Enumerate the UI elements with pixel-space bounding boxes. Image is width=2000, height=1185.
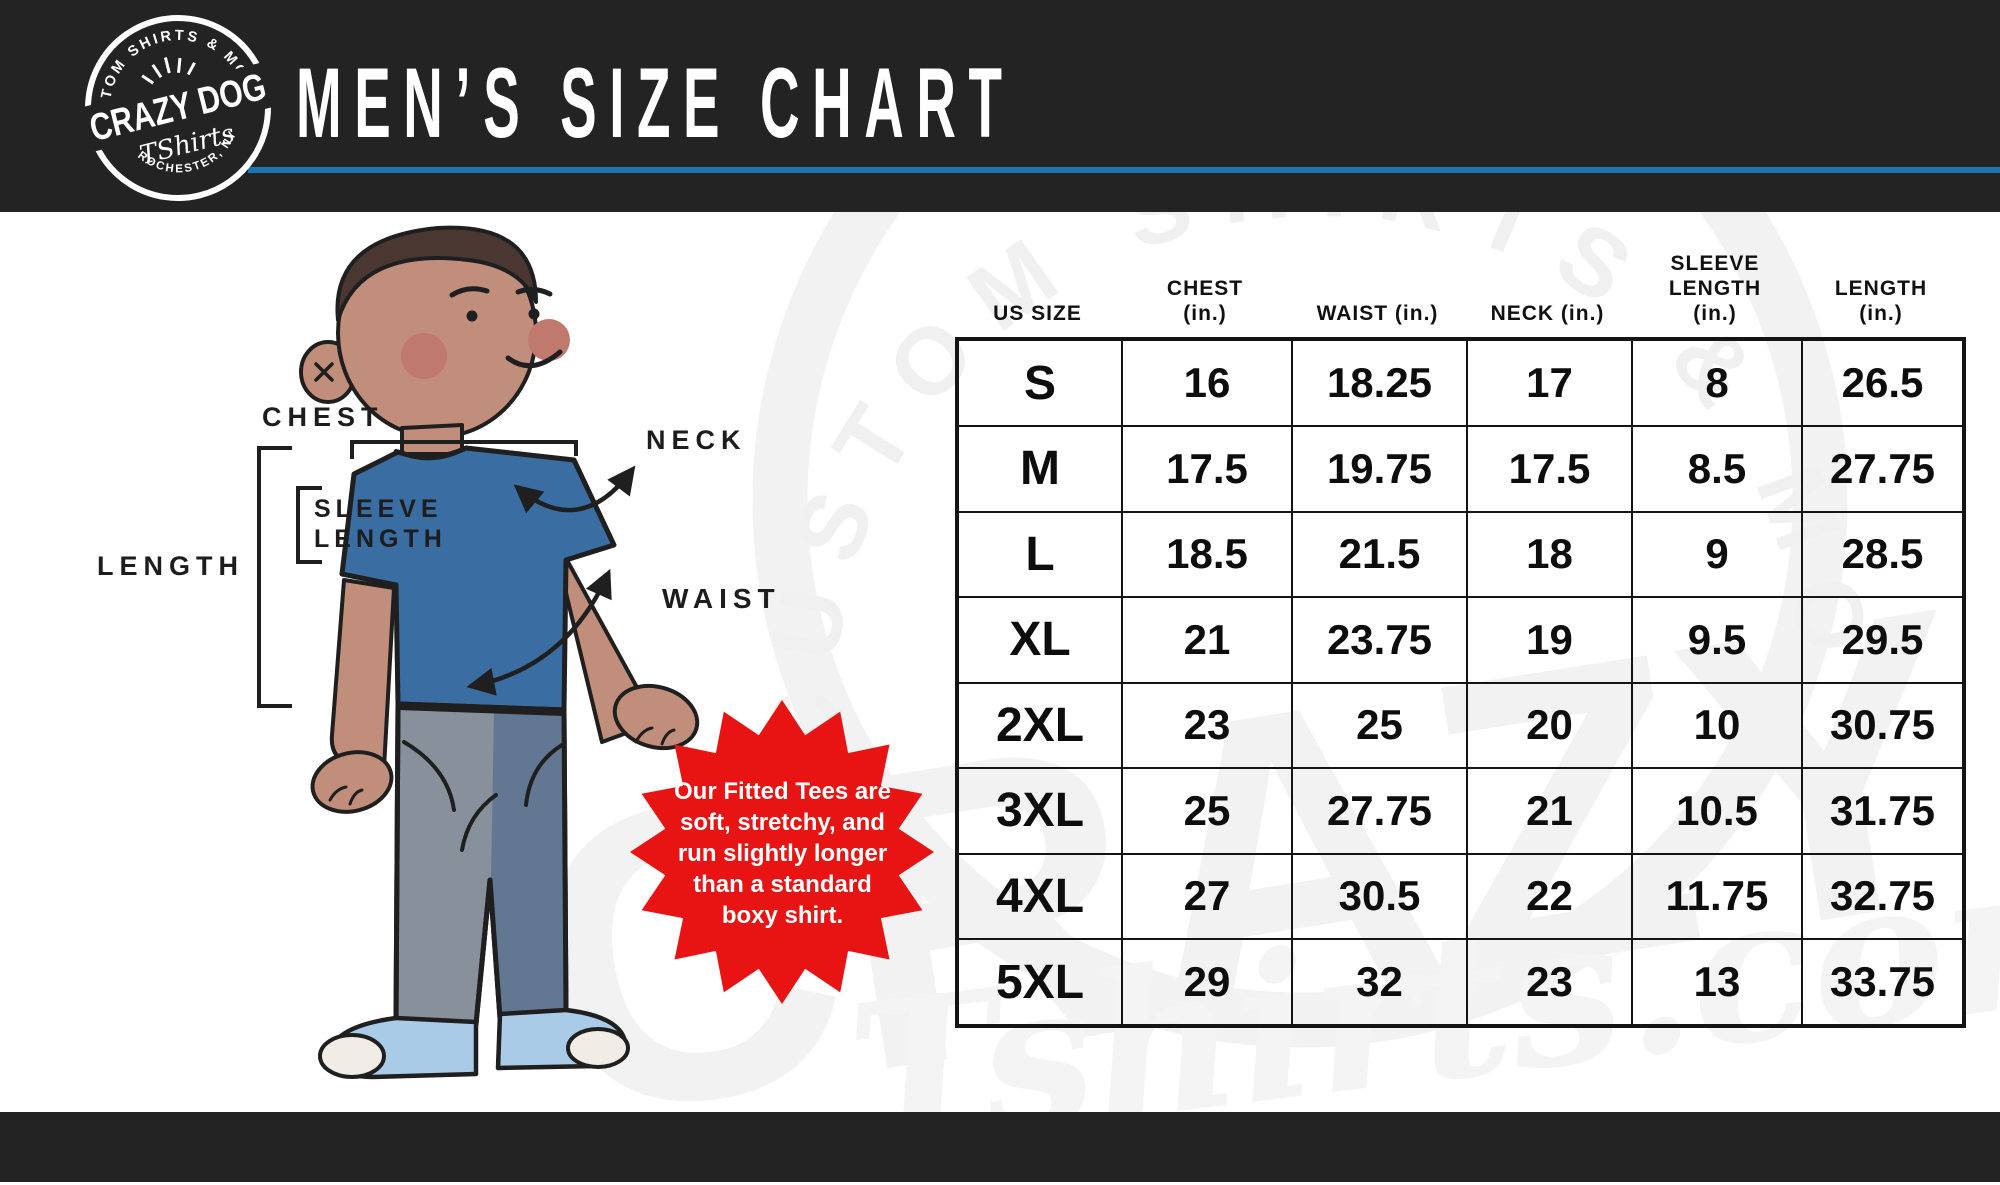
value-cell: 16: [1121, 338, 1293, 427]
mascot-cheek: [401, 333, 447, 379]
value-cell: 17.5: [1466, 425, 1633, 513]
measurement-brackets: [257, 440, 578, 708]
sleeve-length-label: SLEEVE LENGTH: [314, 495, 447, 553]
size-cell: 4XL: [956, 852, 1123, 940]
chest-bracket: [350, 440, 578, 459]
value-cell: 25: [1291, 681, 1468, 769]
column-header: WAIST (in.): [1316, 302, 1439, 325]
logo-sunburst-icon: [141, 57, 196, 85]
waist-arrow: [466, 568, 612, 696]
size-cell: 3XL: [956, 767, 1123, 855]
mascot-left-arm: [329, 578, 396, 770]
value-cell: 21: [1466, 767, 1633, 855]
value-cell: 31.75: [1801, 767, 1965, 855]
value-cell: 11.75: [1631, 852, 1803, 940]
size-cell: M: [956, 425, 1123, 513]
value-cell: 10.5: [1631, 767, 1803, 855]
value-cell: 30.75: [1801, 681, 1965, 769]
table-row: 2XL 23 25 20 10 30.75: [956, 681, 1965, 769]
value-cell: 23: [1121, 681, 1293, 769]
value-cell: 29.5: [1801, 596, 1965, 684]
page-title: MEN’S SIZE CHART: [296, 47, 1015, 159]
table-row: S 16 18.25 17 8 26.5: [956, 338, 1965, 427]
column-header: LENGTH (in.): [1834, 277, 1928, 325]
starburst-badge: [630, 700, 934, 1004]
measurement-arrows: [466, 465, 636, 696]
size-cell: XL: [956, 596, 1123, 684]
value-cell: 21: [1121, 596, 1293, 684]
size-cell: S: [956, 338, 1123, 427]
value-cell: 25: [1121, 767, 1293, 855]
table-row: 3XL 25 27.75 21 10.5 31.75: [956, 767, 1965, 855]
value-cell: 23: [1466, 938, 1633, 1027]
header-bar: MEN’S SIZE CHART CUSTOM SHIRTS & MORE CR…: [0, 0, 2000, 212]
fitted-tee-note: Our Fitted Tees are soft, stretchy, and …: [674, 778, 891, 929]
column-header: CHEST (in.): [1166, 277, 1244, 325]
value-cell: 32: [1291, 938, 1468, 1027]
value-cell: 8: [1631, 338, 1803, 427]
value-cell: 18: [1466, 510, 1633, 598]
column-header: NECK (in.): [1490, 302, 1605, 325]
value-cell: 9.5: [1631, 596, 1803, 684]
value-cell: 32.75: [1801, 852, 1965, 940]
value-cell: 28.5: [1801, 510, 1965, 598]
table-header-row: US SIZE CHEST (in.) WAIST (in.) NECK (in.) S…: [955, 240, 1962, 332]
waist-label: WAIST: [662, 583, 781, 614]
value-cell: 23.75: [1291, 596, 1468, 684]
column-header: US SIZE: [993, 302, 1082, 325]
size-table: S 16 18.25 17 8 26.5 M 17.5 19.75 17.5 8.5 27.75 L 18…: [955, 337, 1966, 1028]
value-cell: 26.5: [1801, 338, 1965, 427]
value-cell: 27: [1121, 852, 1293, 940]
neck-arrow: [513, 465, 636, 514]
footer-bar: [0, 1112, 2000, 1182]
table-row: M 17.5 19.75 17.5 8.5 27.75: [956, 425, 1965, 513]
value-cell: 22: [1466, 852, 1633, 940]
title-underline: [248, 167, 2000, 173]
value-cell: 29: [1121, 938, 1293, 1027]
mascot-hair: [335, 225, 538, 322]
size-cell: 5XL: [956, 938, 1123, 1027]
length-bracket: [257, 446, 292, 708]
table-row: XL 21 23.75 19 9.5 29.5: [956, 596, 1965, 684]
size-cell: 2XL: [956, 681, 1123, 769]
chest-label: CHEST: [262, 402, 384, 432]
length-label: LENGTH: [97, 551, 244, 581]
column-header: SLEEVE LENGTH (in.): [1668, 252, 1762, 325]
table-row: 4XL 27 30.5 22 11.75 32.75: [956, 852, 1965, 940]
mascot-right-hand: [612, 683, 700, 751]
mascot-cheek: [528, 319, 570, 361]
value-cell: 18.25: [1291, 338, 1468, 427]
value-cell: 17: [1466, 338, 1633, 427]
value-cell: 21.5: [1291, 510, 1468, 598]
value-cell: 19.75: [1291, 425, 1468, 513]
value-cell: 27.75: [1801, 425, 1965, 513]
value-cell: 10: [1631, 681, 1803, 769]
sleeve-bracket: [296, 486, 322, 564]
value-cell: 19: [1466, 596, 1633, 684]
value-cell: 20: [1466, 681, 1633, 769]
value-cell: 13: [1631, 938, 1803, 1027]
mascot-smile: [505, 349, 563, 369]
value-cell: 17.5: [1121, 425, 1293, 513]
size-table-body: S 16 18.25 17 8 26.5 M 17.5 19.75 17.5 8.5 27.75 L 18…: [956, 338, 1965, 1027]
value-cell: 18.5: [1121, 510, 1293, 598]
table-row: L 18.5 21.5 18 9 28.5: [956, 510, 1965, 598]
value-cell: 27.75: [1291, 767, 1468, 855]
neck-label: NECK: [646, 425, 747, 455]
value-cell: 9: [1631, 510, 1803, 598]
crazy-dog-logo: CUSTOM SHIRTS & MORE CRAZY DOG TShirts R…: [47, 0, 278, 208]
size-cell: L: [956, 510, 1123, 598]
value-cell: 33.75: [1801, 938, 1965, 1027]
value-cell: 8.5: [1631, 425, 1803, 513]
table-row: 5XL 29 32 23 13 33.75: [956, 938, 1965, 1027]
value-cell: 30.5: [1291, 852, 1468, 940]
